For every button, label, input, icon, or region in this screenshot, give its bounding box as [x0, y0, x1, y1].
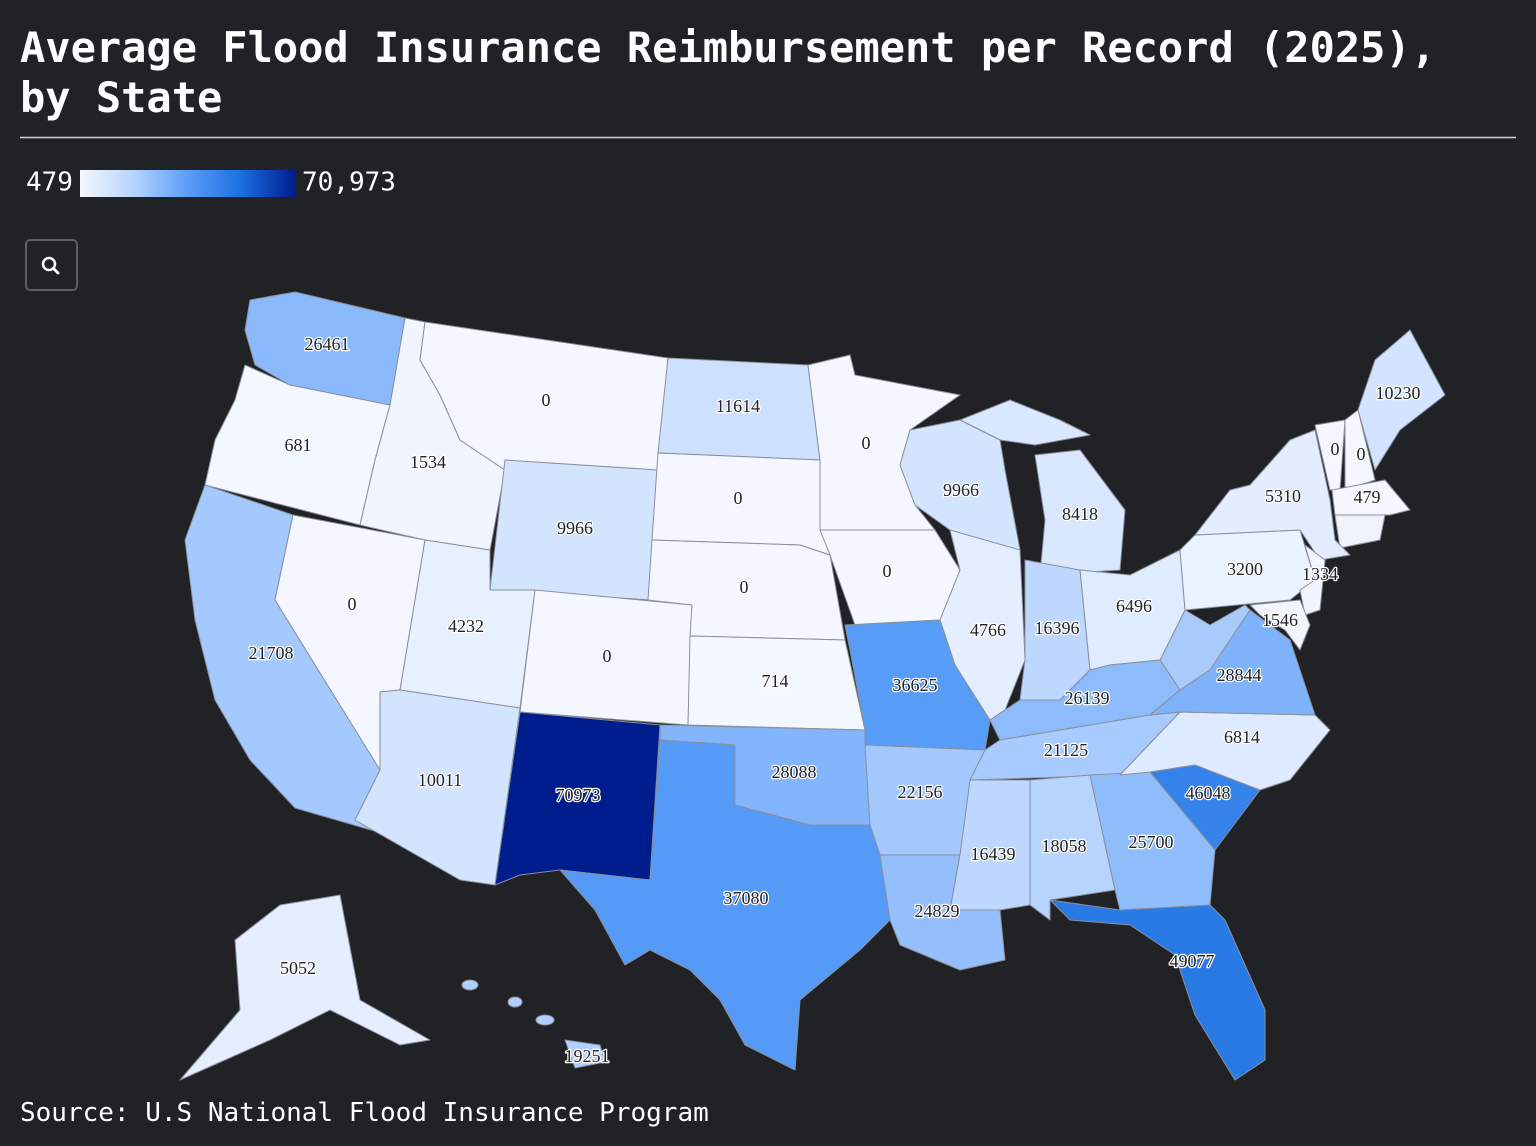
value-label: 49077	[1170, 951, 1215, 971]
value-label: 28088	[772, 762, 817, 782]
value-label: 11614	[716, 396, 760, 416]
state-shape	[1049, 899, 1266, 1081]
value-label: 9966	[943, 480, 979, 500]
value-label: 46048	[1186, 783, 1231, 803]
search-icon	[41, 256, 57, 272]
value-label: 37080	[724, 888, 769, 908]
legend-gradient	[80, 170, 295, 197]
value-label: 26461	[305, 334, 350, 354]
value-label: 0	[862, 433, 871, 453]
value-label: 25700	[1129, 832, 1174, 852]
value-label: 22156	[898, 782, 943, 802]
value-label: 5310	[1265, 486, 1301, 506]
value-label: 4232	[448, 616, 484, 636]
chart-title: Average Flood Insurance Reimbursement pe…	[20, 23, 1436, 72]
value-label: 24829	[915, 901, 960, 921]
island-shape	[535, 1014, 555, 1026]
legend-min-label: 479	[26, 168, 73, 198]
chart-title-line2: by State	[20, 73, 222, 122]
value-label: 0	[883, 561, 892, 581]
state-shape	[564, 1039, 606, 1069]
value-label: 4766	[970, 620, 1006, 640]
value-label: 16439	[971, 844, 1016, 864]
value-label: 1334	[1302, 564, 1338, 584]
value-label: 8418	[1062, 504, 1098, 524]
value-label: 0	[734, 488, 743, 508]
state-shape-unlabeled	[1334, 514, 1386, 549]
value-label: 6814	[1224, 727, 1260, 747]
state-shape	[1331, 479, 1411, 516]
value-label: 9966	[557, 518, 593, 538]
value-label: 70973	[556, 785, 601, 805]
value-label: 26139	[1065, 688, 1110, 708]
value-label: 681	[285, 435, 312, 455]
search-button-frame[interactable]	[25, 239, 78, 291]
value-labels: 26461 681 21708 0 1534 0 9966 4232 0 10011 70973 11…	[247, 333, 1422, 1068]
value-label: 19251	[565, 1046, 610, 1066]
value-label: 36625	[893, 675, 938, 695]
island-shape	[507, 996, 523, 1008]
value-label: 714	[762, 671, 789, 691]
value-label: 6496	[1116, 596, 1152, 616]
value-label: 1546	[1262, 610, 1298, 630]
island-shape	[461, 979, 479, 991]
source-note: Source: U.S National Flood Insurance Pro…	[20, 1098, 709, 1128]
state-shape	[1344, 409, 1376, 491]
value-label: 21708	[249, 643, 294, 663]
state-shape	[179, 894, 431, 1081]
value-label: 18058	[1042, 836, 1087, 856]
state-shape	[1034, 449, 1126, 576]
value-label: 0	[348, 594, 357, 614]
value-label: 5052	[280, 958, 316, 978]
search-icon-handle	[52, 267, 60, 275]
value-label: 16396	[1035, 618, 1080, 638]
value-label: 21125	[1044, 740, 1088, 760]
value-label: 0	[603, 646, 612, 666]
value-label: 0	[740, 577, 749, 597]
state-shape	[1357, 329, 1446, 471]
value-label: 10011	[418, 770, 462, 790]
states	[179, 291, 1446, 1081]
value-label: 10230	[1376, 383, 1421, 403]
value-label: 0	[1331, 439, 1340, 459]
value-label: 1534	[410, 452, 446, 472]
value-label: 3200	[1227, 559, 1263, 579]
legend-max-label: 70,973	[302, 168, 396, 198]
state-shape	[1149, 609, 1316, 716]
value-label: 28844	[1217, 665, 1262, 685]
value-label: 0	[1357, 444, 1366, 464]
value-label: 0	[542, 390, 551, 410]
value-label: 479	[1354, 487, 1381, 507]
search-button[interactable]	[25, 239, 78, 291]
state-shape	[1194, 429, 1351, 561]
state-shape	[559, 739, 891, 1071]
state-shape	[1249, 599, 1311, 651]
